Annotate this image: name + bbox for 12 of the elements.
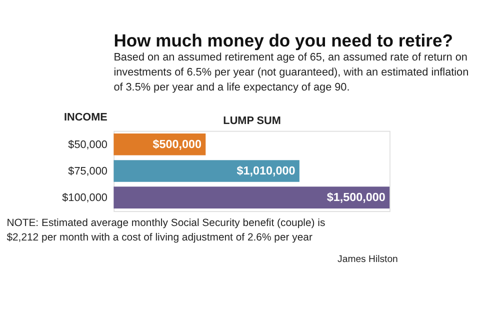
data-label: $1,500,000 bbox=[326, 190, 386, 204]
chart-subtitle: Based on an assumed retirement age of 65, an assumed rate of return on investments of 6.5% per year (not guaranteed), with an estimated inflation of 3.5% per year and a life expectancy of age 90. bbox=[114, 52, 469, 94]
y-tick-label: $50,000 bbox=[68, 138, 108, 151]
x-axis-title: LUMP SUM bbox=[223, 114, 281, 127]
y-axis-title: INCOME bbox=[64, 111, 108, 124]
text: NOTE: Estimated average monthly Social Security benefit (couple) is $2,212 per month with a cost of living adjustment of 2.6% per year bbox=[6, 218, 326, 244]
chart-title: How much money do you need to retire? bbox=[114, 30, 453, 50]
y-tick-label: $75,000 bbox=[68, 165, 108, 178]
data-label: $1,010,000 bbox=[236, 164, 296, 178]
y-tick-label: $100,000 bbox=[62, 192, 108, 204]
data-label: $500,000 bbox=[152, 138, 202, 151]
text: James Hilston bbox=[338, 254, 398, 266]
